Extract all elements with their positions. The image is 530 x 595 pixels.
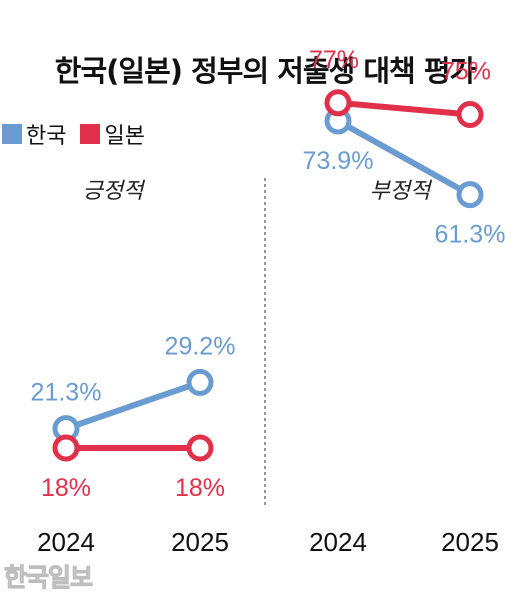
- x-tick-negative-2025: 2025: [441, 527, 499, 557]
- point-negative-korea-2025: [456, 181, 484, 209]
- data-label-negative-korea-2025: 61.3%: [435, 221, 506, 249]
- legend-swatch-japan: [80, 124, 101, 144]
- data-label-positive-japan-2024: 18%: [41, 474, 91, 502]
- data-label-negative-japan-2024: 77%: [309, 46, 359, 74]
- legend-item-korea: 한국: [2, 118, 66, 150]
- chart-title-text: 한국(일본) 정부의 저출생 대책 평가: [54, 54, 476, 88]
- x-tick-negative-2024: 2024: [309, 527, 367, 557]
- watermark-logo: 한국일보: [3, 563, 93, 593]
- legend-item-japan: 일본: [80, 118, 145, 150]
- data-label-positive-japan-2025: 18%: [175, 474, 225, 502]
- panel-label-negative: 부정적: [370, 179, 433, 204]
- legend-label-korea: 한국: [26, 124, 67, 149]
- data-label-negative-korea-2024: 73.9%: [303, 147, 374, 175]
- x-tick-positive-2024: 2024: [37, 527, 95, 557]
- point-positive-japan-2025: [186, 434, 214, 462]
- point-negative-japan-2024: [324, 89, 352, 117]
- point-positive-korea-2025: [186, 368, 214, 396]
- series-line-positive-korea: [63, 379, 203, 432]
- x-tick-positive-2025: 2025: [171, 527, 229, 557]
- point-negative-japan-2025: [456, 101, 484, 128]
- data-label-negative-japan-2025: 75%: [441, 58, 491, 86]
- data-label-positive-korea-2025: 29.2%: [165, 332, 236, 360]
- data-label-positive-korea-2024: 21.3%: [31, 379, 102, 407]
- point-positive-japan-2024: [52, 434, 80, 462]
- panel-label-positive: 긍정적: [83, 179, 146, 204]
- chart-title: 한국(일본) 정부의 저출생 대책 평가: [0, 48, 530, 90]
- series-line-negative-korea: [335, 117, 473, 198]
- series-line-negative-japan: [335, 99, 473, 118]
- legend: 한국 일본: [2, 118, 159, 150]
- legend-swatch-korea: [2, 124, 22, 144]
- legend-label-japan: 일본: [104, 124, 145, 149]
